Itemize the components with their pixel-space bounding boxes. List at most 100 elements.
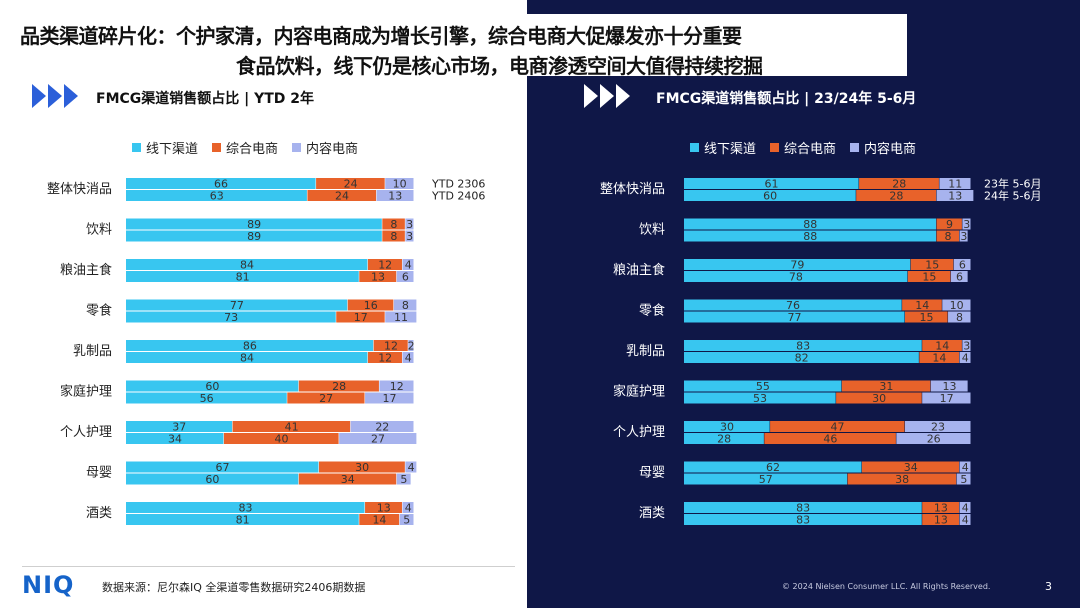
- category-label: 饮料: [86, 223, 112, 238]
- bar-segment: [126, 352, 368, 363]
- bar-segment: [684, 271, 908, 282]
- bar-segment: [126, 190, 307, 201]
- category-label: 饮料: [639, 223, 665, 238]
- bar-segment: [126, 473, 299, 485]
- page-subtitle: 食品饮料，线下仍是核心市场，电商渗透空间大值得持续挖掘: [236, 50, 763, 79]
- bar-segment: [336, 311, 385, 323]
- bar-segment: [936, 218, 962, 230]
- bar-segment: [904, 421, 971, 432]
- bar-segment: [402, 352, 414, 363]
- data-label: 17: [940, 392, 954, 405]
- bar-segment: [959, 461, 971, 473]
- bar-segment: [359, 514, 400, 525]
- bar-segment: [684, 461, 862, 473]
- data-label: 57: [759, 473, 773, 486]
- data-label: 13: [377, 502, 391, 515]
- bar-segment: [382, 230, 405, 242]
- bar-segment: [393, 299, 417, 311]
- right-chart-title: FMCG渠道销售额占比 | 23/24年 5-6月: [656, 91, 917, 107]
- data-label: 6: [956, 271, 963, 284]
- data-label: 83: [796, 502, 810, 515]
- data-label: 31: [879, 380, 893, 393]
- data-label: 61: [765, 178, 779, 191]
- page-title: 品类渠道碎片化：个护家清，内容电商成为增长引擎，综合电商大促爆发亦十分重要: [20, 20, 742, 49]
- data-label: 5: [400, 473, 407, 486]
- bar-segment: [684, 299, 902, 311]
- bar-segment: [126, 380, 299, 392]
- bar-segment: [385, 311, 417, 323]
- bar-segment: [684, 259, 911, 270]
- bar-segment: [948, 311, 971, 323]
- data-label: 15: [922, 271, 936, 284]
- data-label: 4: [405, 352, 412, 365]
- legend-item-content-ecom: 内容电商: [850, 138, 916, 157]
- data-label: 13: [934, 502, 948, 515]
- bar-segment: [684, 230, 937, 242]
- period-label: 23年 5-6月: [984, 177, 1041, 191]
- bar-segment: [287, 392, 365, 404]
- bar-segment: [684, 352, 919, 363]
- bar-segment: [385, 178, 414, 189]
- data-label: 16: [364, 299, 378, 312]
- category-label: 零食: [639, 303, 665, 319]
- data-label: 30: [720, 421, 734, 434]
- data-label: 24: [335, 190, 349, 203]
- data-label: 14: [932, 352, 946, 365]
- bar-segment: [959, 352, 971, 363]
- category-label: 乳制品: [73, 344, 112, 359]
- data-label: 56: [200, 392, 214, 405]
- legend-item-general-ecom: 综合电商: [770, 138, 836, 157]
- data-label: 6: [402, 271, 409, 284]
- data-label: 8: [945, 230, 952, 243]
- category-label: 零食: [86, 303, 112, 319]
- data-label: 60: [205, 473, 219, 486]
- bar-segment: [126, 392, 287, 404]
- bar-segment: [347, 299, 394, 311]
- data-label: 4: [962, 461, 969, 474]
- data-label: 8: [956, 311, 963, 324]
- data-label: 88: [803, 218, 817, 231]
- bar-segment: [950, 271, 968, 282]
- bar-segment: [126, 230, 382, 242]
- bar-segment: [405, 218, 414, 230]
- bar-segment: [408, 340, 414, 351]
- bar-segment: [959, 502, 971, 513]
- title-background: [527, 14, 907, 76]
- bar-segment: [859, 178, 939, 189]
- data-label: 12: [378, 259, 392, 272]
- data-label: 9: [946, 218, 953, 231]
- data-label: 38: [895, 473, 909, 486]
- bar-segment: [684, 514, 922, 525]
- data-label: 63: [210, 190, 224, 203]
- data-label: 60: [763, 190, 777, 203]
- bar-segment: [367, 352, 402, 363]
- bar-segment: [298, 473, 397, 485]
- data-label: 13: [388, 190, 402, 203]
- bar-segment: [856, 190, 937, 201]
- data-label: 67: [215, 461, 229, 474]
- legend-label-content-ecom: 内容电商: [306, 142, 359, 157]
- bar-segment: [367, 259, 402, 270]
- bar-segment: [962, 340, 971, 351]
- title-line-1: 个护家清，内容电商成为增长引擎，综合电商大促爆发亦十分重要: [176, 24, 742, 48]
- bar-segment: [904, 311, 948, 323]
- right-legend: 线下渠道 综合电商 内容电商: [690, 138, 916, 157]
- bar-segment: [399, 514, 414, 525]
- data-label: 62: [766, 461, 780, 474]
- data-label: 13: [942, 380, 956, 393]
- right-arrows-icon: [584, 84, 630, 108]
- bar-segment: [365, 392, 414, 404]
- data-label: 47: [831, 421, 845, 434]
- title-prefix: 品类渠道碎片化：: [20, 24, 177, 48]
- bar-segment: [959, 230, 968, 242]
- data-label: 15: [925, 259, 939, 272]
- category-label: 酒类: [86, 506, 112, 521]
- bar-segment: [922, 514, 960, 525]
- data-label: 84: [240, 352, 254, 365]
- data-label: 8: [402, 299, 409, 312]
- legend-item-content-ecom: 内容电商: [292, 138, 358, 157]
- data-label: 53: [753, 392, 767, 405]
- data-label: 28: [889, 190, 903, 203]
- bar-segment: [126, 340, 374, 351]
- category-label: 整体快消品: [47, 182, 112, 197]
